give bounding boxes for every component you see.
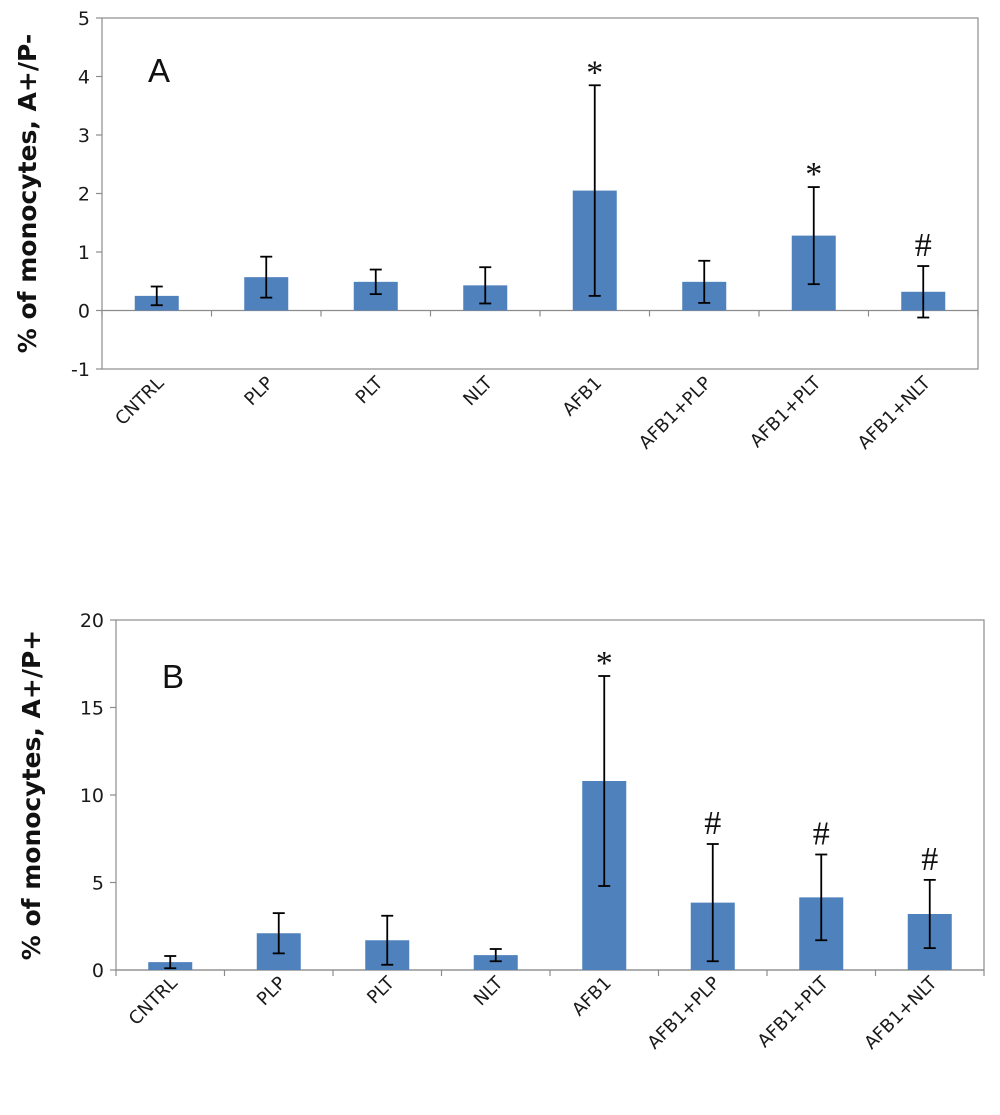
category-label: AFB1+NLT [854, 372, 936, 454]
category-label: AFB1 [568, 973, 616, 1021]
y-tick-label: 5 [92, 873, 104, 895]
category-label: AFB1+PLT [746, 372, 826, 452]
category-label: NLT [470, 972, 508, 1010]
chart-panel-a: -1 0 1 2 3 4 5 CNTRL PLP PLT NLT * AFB1 AFB1+PLP * AFB1… [13, 8, 979, 454]
significance-asterisk: * [586, 54, 603, 91]
significance-hash: # [915, 227, 932, 264]
category-label: PLP [240, 373, 277, 410]
significance-asterisk: * [596, 645, 613, 682]
y-tick-label: 3 [78, 125, 90, 147]
category-label: AFB1+PLT [754, 972, 834, 1052]
category-label: CNTRL [125, 973, 182, 1030]
significance-hash: # [921, 841, 938, 878]
y-tick-label: 5 [78, 8, 90, 30]
y-tick-label: 2 [78, 184, 90, 206]
category-label: AFB1+PLP [643, 973, 724, 1054]
category-label: NLT [459, 372, 497, 410]
category-label: CNTRL [111, 373, 168, 430]
y-axis-title: % of monocytes, A+/P- [13, 34, 42, 354]
significance-asterisk: * [805, 156, 822, 193]
y-tick-label: 0 [92, 960, 104, 982]
significance-hash: # [704, 805, 721, 842]
chart-panel-b: 0 5 10 15 20 CNTRL PLP PLT NLT * AFB1 # AFB1+PLP # AFB… [17, 610, 985, 1054]
y-tick-label: 1 [78, 242, 90, 264]
category-label: AFB1+PLP [635, 373, 716, 454]
y-tick-label: 0 [78, 301, 90, 323]
category-label: AFB1+NLT [860, 972, 942, 1054]
plot-area [115, 619, 985, 971]
category-label: PLP [253, 973, 290, 1010]
category-label: PLT [363, 972, 399, 1008]
panel-letter: A [148, 52, 170, 89]
y-axis-title: % of monocytes, A+/P+ [17, 630, 46, 961]
significance-hash: # [813, 816, 830, 853]
panel-letter: B [162, 658, 184, 695]
category-label: AFB1 [559, 373, 607, 421]
y-tick-label: 4 [78, 67, 90, 89]
y-tick-label: -1 [71, 359, 90, 381]
y-tick-label: 15 [80, 698, 104, 720]
y-tick-label: 20 [80, 610, 104, 632]
bar [473, 955, 518, 970]
category-label: PLT [352, 372, 388, 408]
y-tick-label: 10 [80, 785, 104, 807]
